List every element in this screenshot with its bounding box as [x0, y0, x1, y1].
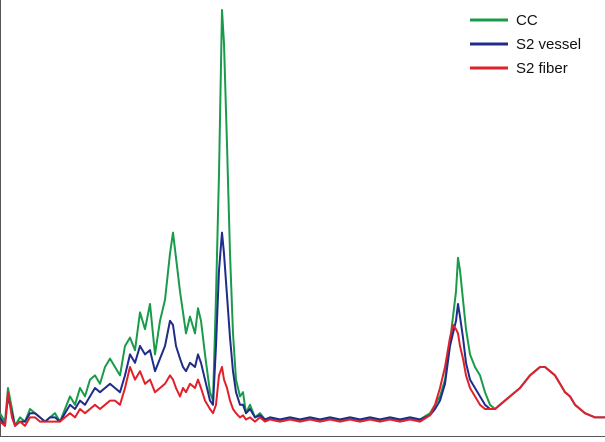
legend-label-s2-vessel: S2 vessel	[516, 36, 581, 53]
series-line-s2-fiber	[0, 324, 605, 427]
series-line-s2-vessel	[0, 231, 605, 427]
series-group	[0, 9, 605, 427]
series-line-cc	[0, 9, 605, 427]
legend-label-cc: CC	[516, 12, 538, 29]
legend: CC S2 vessel S2 fiber	[470, 12, 581, 77]
legend-label-s2-fiber: S2 fiber	[516, 60, 568, 77]
